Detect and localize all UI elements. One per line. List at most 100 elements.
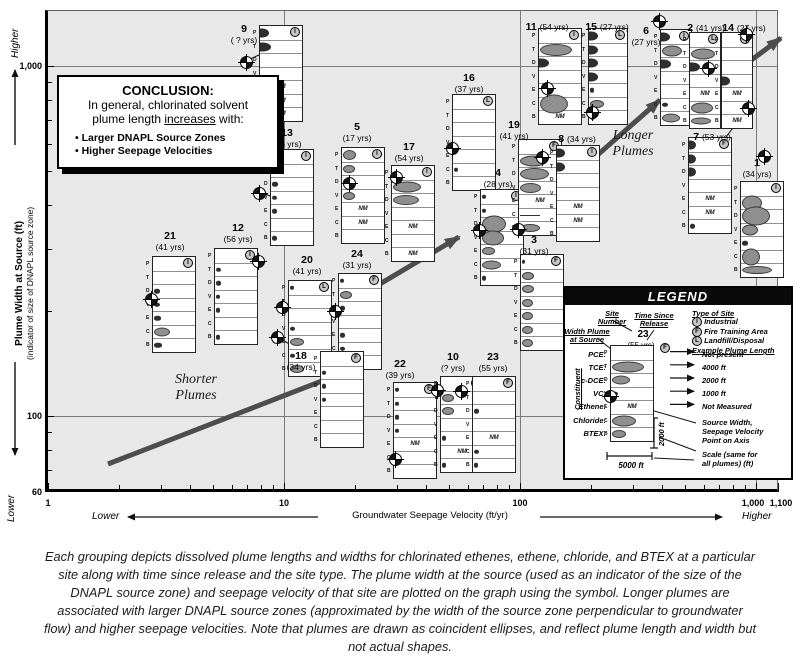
site-header-2: 2 (41 yrs) [687, 18, 725, 36]
plume-ellipse [612, 361, 644, 373]
row-letter: D [582, 60, 586, 67]
row-letter: V [466, 421, 470, 428]
y-axis-title: Plume Width at Source (ft) (indicator of… [14, 206, 35, 360]
site-type-icon-I: I [372, 149, 382, 159]
not-measured-label: NM [457, 448, 467, 455]
legend-source-width-note-0: Source Width, [702, 418, 753, 427]
site-header-15: 15 (27 yrs) [585, 17, 628, 35]
data-point-marker-site-20 [273, 298, 291, 316]
site-number: 11 [525, 21, 540, 33]
plume-row-V: V [282, 321, 331, 336]
plume-dot [442, 436, 446, 441]
row-letter: C [734, 253, 738, 260]
plume-ellipse [742, 248, 760, 266]
plume-ellipse [522, 312, 533, 321]
site-number: 9 [241, 23, 247, 35]
site-number: 10 [447, 351, 459, 363]
not-measured-label: NM [705, 209, 715, 216]
legend-example-plume-length-label: Example Plume Length [692, 346, 775, 355]
site-number: 4 [495, 167, 501, 179]
data-point-marker-site-21 [142, 290, 160, 308]
row-letter: B [682, 223, 686, 230]
row-letter: D [264, 181, 268, 188]
row-letter: P [474, 193, 478, 200]
row-letter: E [512, 198, 516, 205]
row-letter: V [734, 226, 738, 233]
plume-row-C: C [734, 248, 783, 266]
plume-row-C: C NM [434, 444, 483, 459]
row-letter: D [335, 179, 339, 186]
row-letter: T [715, 50, 719, 57]
legend-time-since-label-2: Release [639, 319, 669, 328]
plume-half-ellipse [589, 45, 598, 55]
y-major-tick [45, 415, 54, 417]
site-years: ( ? yrs) [230, 35, 258, 45]
site-type-icon-I: I [422, 167, 432, 177]
legend-type-icon-L: L [692, 336, 702, 347]
not-measured-label: NM [555, 114, 565, 121]
site-header-16: 16 (37 yrs) [455, 73, 484, 95]
plume-row-E: E [474, 244, 523, 258]
plume-dot [442, 463, 446, 468]
plume-dot [340, 278, 344, 283]
plume-dot [482, 208, 486, 213]
plume-row-T: T [604, 359, 653, 374]
plume-row-B: B [264, 231, 313, 245]
plume-ellipse [522, 285, 534, 294]
plume-row-B: B [314, 433, 363, 447]
row-letter: B [466, 462, 470, 469]
site-number: 7 [693, 131, 702, 143]
x-minor-tick [684, 485, 686, 492]
plume-half-ellipse [557, 148, 565, 158]
row-letter: B [550, 231, 554, 238]
plume-ellipse [742, 266, 772, 275]
legend-constituent-BTEX: BTEX: [583, 428, 607, 438]
legend-type-of-site-label: Type of Site [692, 309, 735, 318]
data-point-marker-site-22 [386, 450, 404, 468]
plume-dot [272, 182, 278, 187]
plume-row-C: C [715, 100, 752, 115]
conclusion-bullets: • Larger DNAPL Source Zones • Higher See… [59, 132, 277, 158]
plume-row-D: D [734, 206, 783, 226]
plume-dot [154, 316, 161, 321]
plume-row-D: D [654, 57, 691, 71]
plume-dot [290, 285, 294, 290]
site-years: (56 yrs) [223, 234, 253, 244]
plume-row-D: D [514, 282, 563, 296]
x-minor-tick [119, 485, 121, 492]
plume-ellipse [742, 206, 770, 226]
row-letter: B [208, 334, 212, 341]
plume-dot [154, 289, 160, 294]
row-letter: C [332, 345, 336, 352]
plume-row-V: V [550, 186, 599, 201]
x-tick-label-1,000: 1,000 [741, 498, 765, 508]
row-letter: V [582, 73, 586, 80]
site-years: (34 yrs) [286, 362, 316, 372]
not-measured-label: NM [573, 204, 583, 211]
plume-ellipse [482, 230, 504, 246]
legend-h-scale-label: 5000 ft [618, 461, 644, 470]
plume-ellipse [662, 113, 680, 123]
site-number: 23 [487, 351, 499, 363]
plume-ellipse [522, 339, 533, 348]
row-letter: C [434, 448, 438, 455]
row-letter: T [514, 272, 518, 279]
row-letter: E [582, 87, 586, 94]
plume-dot [154, 302, 160, 307]
site-type-icon-L: L [615, 30, 625, 40]
row-letter: T [532, 46, 536, 53]
plume-ellipse [540, 94, 568, 114]
row-letter: T [466, 394, 470, 401]
plume-row-B: B [682, 219, 731, 233]
plume-line [520, 214, 540, 216]
row-letter: B [654, 115, 658, 122]
x-tick-label-10: 10 [278, 498, 290, 508]
plume-row-T: T [385, 179, 434, 194]
row-letter: T [264, 167, 268, 174]
plume-row-C: C [532, 94, 581, 114]
